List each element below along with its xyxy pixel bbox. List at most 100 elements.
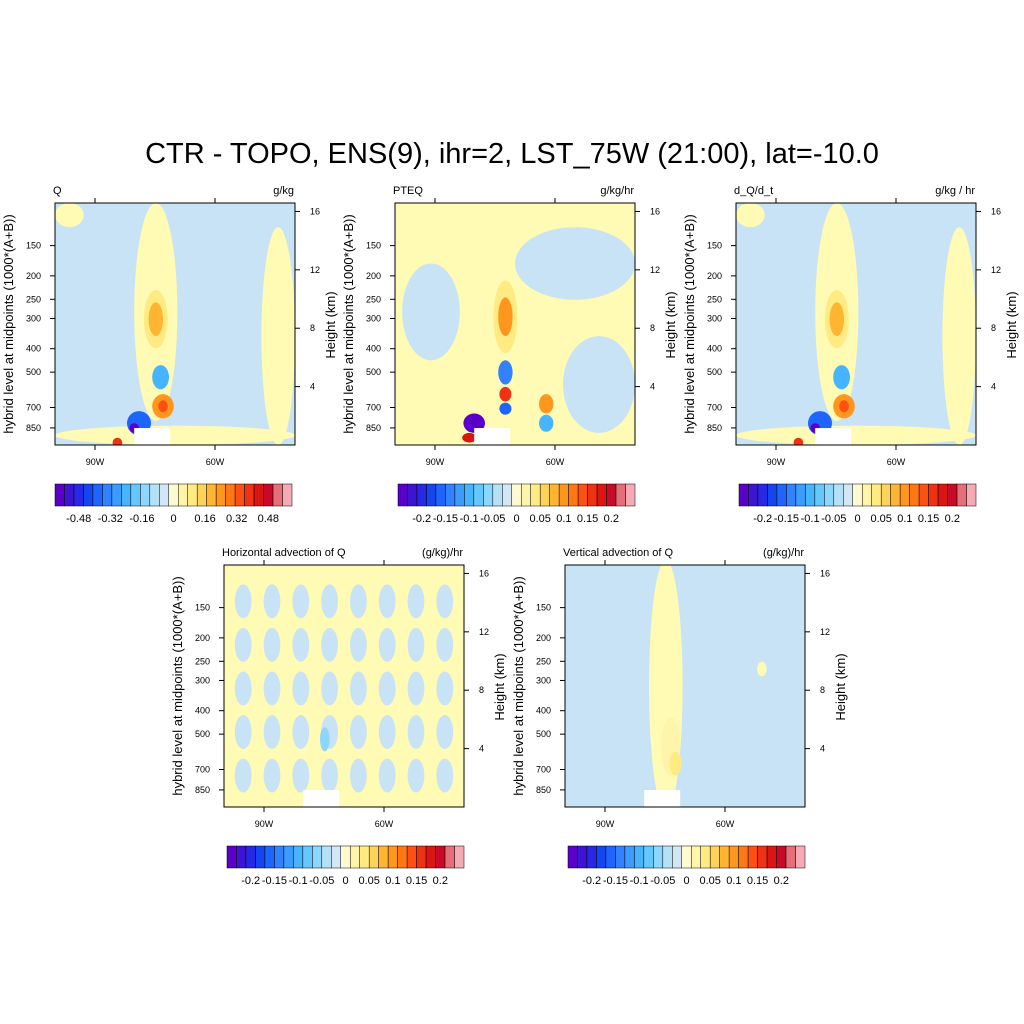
colorbar-label: -0.05 bbox=[480, 513, 505, 525]
negative-region bbox=[321, 671, 338, 706]
colorbar-swatch bbox=[206, 483, 217, 507]
x-tick-label: 90W bbox=[86, 457, 105, 467]
colorbar-swatch bbox=[397, 845, 408, 869]
colorbar-swatch bbox=[159, 483, 170, 507]
colorbar-label: -0.48 bbox=[66, 513, 91, 525]
negative-region bbox=[407, 758, 425, 793]
positive-region bbox=[55, 425, 295, 445]
negative-region bbox=[407, 584, 425, 619]
colorbar-label: -0.2 bbox=[582, 875, 601, 887]
positive-region bbox=[757, 661, 767, 677]
y-right-tick-label: 4 bbox=[650, 382, 655, 392]
y-axis-label: hybrid level at midpoints (1000*(A+B)) bbox=[170, 576, 185, 795]
colorbar-label: 0 bbox=[170, 513, 176, 525]
colorbar-swatch bbox=[331, 845, 342, 869]
y-tick-label: 500 bbox=[366, 367, 381, 377]
y-tick-label: 250 bbox=[707, 294, 722, 304]
colorbar-swatch bbox=[615, 845, 626, 869]
colorbar-label: -0.15 bbox=[774, 513, 799, 525]
panel-title: Vertical advection of Q bbox=[563, 547, 674, 559]
colorbar-swatch bbox=[177, 483, 188, 507]
colorbar-swatch bbox=[445, 483, 456, 507]
y-tick-label: 400 bbox=[366, 344, 381, 354]
colorbar-swatch bbox=[596, 483, 607, 507]
colorbar-swatch bbox=[690, 845, 701, 869]
negative-region bbox=[234, 627, 252, 662]
positive-region bbox=[736, 425, 976, 445]
negative-region bbox=[378, 758, 396, 793]
colorbar-swatch bbox=[73, 483, 84, 507]
colorbar-label: -0.15 bbox=[603, 875, 628, 887]
colorbar-swatch bbox=[397, 483, 408, 507]
colorbar-swatch bbox=[83, 483, 94, 507]
y-right-tick-label: 8 bbox=[991, 323, 996, 333]
negative-region bbox=[321, 758, 338, 793]
colorbar-swatch bbox=[880, 483, 891, 507]
colorbar-label: -0.2 bbox=[412, 513, 431, 525]
panel-2: PTEQ g/kg/hr 90W 60W 150 200 250 300 400 500 700 85… bbox=[341, 185, 678, 525]
colorbar-swatch bbox=[568, 483, 579, 507]
y-tick-label: 850 bbox=[195, 785, 210, 795]
negative-region bbox=[407, 715, 425, 749]
colorbar-swatch bbox=[549, 483, 560, 507]
colorbar-swatch bbox=[624, 845, 635, 869]
y-tick-label: 300 bbox=[195, 675, 210, 685]
y-tick-label: 400 bbox=[707, 344, 722, 354]
colorbar-swatch bbox=[605, 845, 616, 869]
negative-region bbox=[292, 715, 310, 749]
field-background bbox=[224, 565, 464, 807]
negative-region bbox=[407, 627, 425, 662]
negative-region bbox=[407, 671, 425, 706]
plot-frame bbox=[735, 202, 977, 446]
y-right-tick-label: 8 bbox=[310, 323, 315, 333]
colorbar-swatch bbox=[425, 845, 436, 869]
y-tick-label: 700 bbox=[536, 765, 551, 775]
colorbar-swatch bbox=[795, 845, 806, 869]
colorbar-swatch bbox=[349, 845, 360, 869]
colorbar-label: -0.05 bbox=[309, 875, 334, 887]
colorbar-swatch bbox=[587, 483, 598, 507]
colorbar-swatch bbox=[435, 845, 446, 869]
colorbar-label: 0.1 bbox=[556, 513, 571, 525]
colorbar-swatch bbox=[92, 483, 103, 507]
y-right-tick-label: 4 bbox=[479, 744, 484, 754]
colorbar-swatch bbox=[245, 845, 256, 869]
colorbar-label: 0 bbox=[342, 875, 348, 887]
colorbar-label: 0.1 bbox=[385, 875, 400, 887]
colorbar-swatch bbox=[140, 483, 151, 507]
negative-region bbox=[378, 627, 396, 662]
colorbar-label: -0.32 bbox=[98, 513, 123, 525]
colorbar-swatch bbox=[368, 845, 379, 869]
panel-units: g/kg bbox=[273, 185, 294, 197]
colorbar-swatch bbox=[966, 483, 977, 507]
colorbar-label: 0.48 bbox=[258, 513, 279, 525]
colorbar-label: -0.2 bbox=[753, 513, 772, 525]
colorbar-swatch bbox=[766, 845, 777, 869]
colorbar-swatch bbox=[738, 483, 749, 507]
colorbar-swatch bbox=[937, 483, 948, 507]
colorbar-swatch bbox=[293, 845, 304, 869]
contour-field bbox=[565, 565, 805, 807]
y-tick-label: 850 bbox=[707, 423, 722, 433]
colorbar-swatch bbox=[454, 483, 465, 507]
colorbar-swatch bbox=[928, 483, 939, 507]
plot-frame bbox=[394, 202, 636, 446]
negative-region bbox=[378, 715, 396, 749]
colorbar-swatch bbox=[416, 483, 427, 507]
y-right-axis-label: Height (km) bbox=[663, 291, 678, 358]
y-tick-label: 200 bbox=[26, 271, 41, 281]
colorbar-label: 0.2 bbox=[945, 513, 960, 525]
colorbar-swatch bbox=[615, 483, 626, 507]
colorbar-swatch bbox=[502, 483, 513, 507]
colorbar-label: 0.2 bbox=[604, 513, 619, 525]
colorbar-swatch bbox=[776, 845, 787, 869]
positive-region bbox=[148, 302, 163, 337]
colorbar-label: 0.15 bbox=[406, 875, 427, 887]
colorbar-swatch bbox=[596, 845, 607, 869]
y-axis-label: hybrid level at midpoints (1000*(A+B)) bbox=[511, 576, 526, 795]
y-tick-label: 300 bbox=[707, 313, 722, 323]
colorbar-swatch bbox=[492, 483, 503, 507]
y-tick-label: 700 bbox=[707, 403, 722, 413]
y-axis-label: hybrid level at midpoints (1000*(A+B)) bbox=[1, 214, 16, 433]
